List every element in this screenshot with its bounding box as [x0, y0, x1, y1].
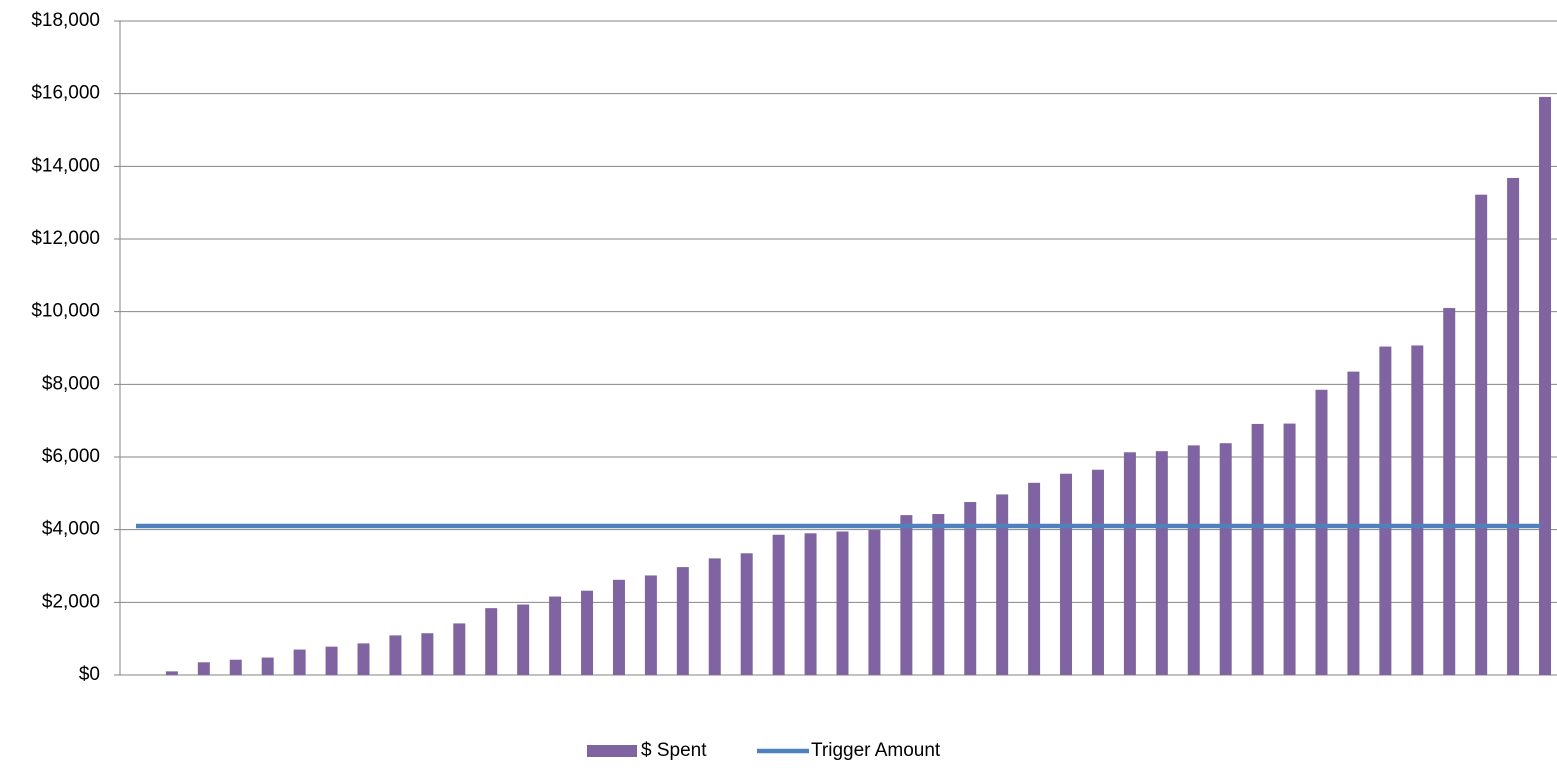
bar: [1475, 194, 1488, 675]
bar: [549, 596, 562, 675]
y-tick-label: $16,000: [31, 83, 100, 104]
bar: [1028, 482, 1041, 675]
bar: [485, 608, 498, 675]
bar: [1219, 443, 1232, 675]
bar: [740, 553, 753, 675]
bar: [293, 649, 306, 675]
bar: [1091, 469, 1104, 675]
bar: [325, 646, 338, 675]
bar: [1411, 345, 1424, 675]
bar: [932, 514, 945, 675]
y-tick-label: $0: [79, 664, 100, 685]
bar: [1347, 371, 1360, 675]
bar: [644, 575, 657, 675]
bar: [197, 662, 210, 675]
bar: [900, 515, 913, 675]
bar: [1187, 445, 1200, 675]
y-tick-label: $4,000: [42, 519, 100, 540]
bar: [1060, 473, 1073, 675]
bar: [1315, 389, 1328, 675]
bar: [581, 590, 594, 675]
bar: [868, 530, 881, 675]
bar: [453, 623, 466, 675]
bar: [229, 659, 242, 675]
bar: [804, 533, 817, 675]
legend-label: $ Spent: [641, 740, 707, 761]
y-tick-label: $8,000: [42, 373, 100, 394]
y-tick-label: $14,000: [31, 155, 100, 176]
bar: [708, 558, 721, 675]
bar: [1155, 451, 1168, 675]
bar: [1123, 452, 1136, 675]
legend-label: Trigger Amount: [811, 740, 941, 761]
bar: [612, 579, 625, 675]
y-tick-label: $12,000: [31, 228, 100, 249]
bar: [1379, 346, 1392, 675]
bar: [261, 657, 274, 675]
y-tick-label: $6,000: [42, 446, 100, 467]
bar: [389, 635, 402, 675]
bar: [1251, 423, 1264, 675]
bar: [772, 534, 785, 675]
bar: [676, 567, 689, 675]
y-tick-label: $10,000: [31, 301, 100, 322]
bar: [996, 494, 1009, 675]
bar: [517, 604, 530, 675]
y-tick-label: $18,000: [31, 10, 100, 31]
bar: [357, 643, 370, 675]
bar: [1443, 308, 1456, 675]
bar: [421, 633, 434, 675]
bar: [836, 531, 849, 675]
y-tick-label: $2,000: [42, 591, 100, 612]
bar: [165, 671, 178, 675]
bar: [1507, 177, 1520, 675]
legend-swatch: [587, 745, 637, 757]
bar: [964, 502, 977, 675]
bar: [1283, 423, 1296, 675]
bar: [1539, 96, 1552, 676]
